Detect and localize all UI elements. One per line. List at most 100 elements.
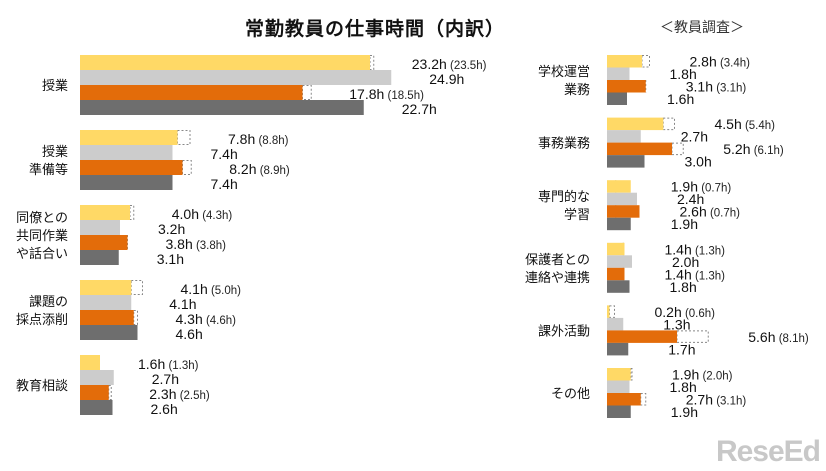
paren-value-box [133, 310, 138, 325]
category-label: その他 [551, 387, 590, 402]
bar-series-4 [607, 92, 627, 105]
paren-value-box [182, 160, 192, 175]
data-label: 4.1h [169, 296, 196, 312]
paren-value-box [302, 85, 312, 100]
bar-series-3 [607, 142, 672, 156]
data-label: 4.5h (5.4h) [715, 116, 776, 132]
bar-series-2 [80, 295, 132, 310]
category-label: 教育相談 [16, 378, 68, 394]
bar-series-2 [80, 145, 173, 160]
data-label: 1.4h (1.3h) [665, 266, 726, 282]
category-label: 学習 [564, 207, 590, 223]
data-label: 4.1h (5.0h) [181, 281, 242, 297]
data-label: 1.9h [671, 216, 698, 232]
data-label: 0.2h (0.6h) [655, 304, 716, 320]
bar-series-1 [607, 242, 625, 256]
data-label: 3.0h [685, 154, 712, 170]
category-label: 課題の [29, 294, 68, 310]
paren-value-box [129, 205, 135, 220]
bar-series-1 [80, 130, 178, 145]
category-label: 事務業務 [538, 136, 590, 152]
category-label: 授業 [42, 78, 68, 94]
bar-series-1 [607, 305, 610, 318]
data-label: 1.9h (0.7h) [671, 179, 732, 195]
category-label: 学校運営 [538, 64, 590, 80]
data-label: 3.8h (3.8h) [166, 236, 227, 252]
paren-value-box [676, 330, 709, 343]
bar-series-3 [607, 267, 625, 281]
bar-series-3 [607, 393, 641, 406]
data-label: 2.6h [151, 401, 178, 417]
data-label: 5.2h (6.1h) [723, 141, 784, 157]
category-label: 保護者との [525, 252, 590, 268]
data-label: 2.6h (0.7h) [680, 204, 741, 220]
data-label: 7.4h [211, 146, 238, 162]
bar-series-4 [80, 175, 173, 190]
bar-series-4 [80, 325, 138, 340]
bar-series-4 [607, 155, 645, 168]
data-label: 22.7h [402, 101, 437, 117]
bar-series-4 [607, 217, 631, 231]
bar-series-4 [80, 100, 364, 115]
category-label: 同僚との [16, 211, 68, 226]
bar-series-4 [607, 342, 629, 356]
data-label: 2.8h (3.4h) [690, 54, 751, 70]
paren-value-box [130, 280, 143, 295]
bar-series-2 [80, 70, 392, 85]
bar-series-2 [607, 317, 624, 331]
bar-series-4 [607, 405, 631, 418]
data-label: 1.8h [670, 66, 697, 82]
data-label: 1.9h [671, 404, 698, 420]
bar-series-4 [607, 280, 630, 293]
bar-series-1 [607, 117, 664, 131]
bar-series-1 [607, 55, 642, 68]
data-label: 1.8h [670, 279, 697, 295]
bar-series-4 [80, 400, 113, 415]
bar-series-3 [80, 160, 183, 175]
paren-value-box [630, 368, 633, 381]
bar-series-3 [80, 310, 134, 325]
data-label: 4.3h (4.6h) [176, 311, 237, 327]
bar-series-1 [80, 280, 132, 295]
category-label: 採点添削 [16, 313, 68, 328]
category-label: 課外活動 [538, 323, 590, 339]
data-label: 1.6h [667, 91, 694, 107]
data-label: 1.3h [663, 316, 690, 332]
bar-series-2 [607, 130, 641, 143]
data-label: 24.9h [429, 71, 464, 87]
bar-series-3 [80, 85, 303, 100]
paren-value-box [641, 55, 650, 68]
paren-value-box [177, 130, 191, 145]
bar-series-1 [607, 368, 631, 381]
category-label: 授業 [42, 144, 68, 160]
bar-series-3 [80, 235, 128, 250]
data-label: 3.2h [158, 221, 185, 237]
data-label: 3.1h (3.1h) [686, 79, 747, 95]
bar-series-3 [607, 205, 640, 218]
bar-series-2 [607, 380, 630, 393]
watermark-logo: ReseEd [715, 435, 821, 468]
data-label: 2.7h [681, 129, 708, 145]
bar-series-4 [80, 250, 119, 265]
data-label: 3.1h [157, 251, 184, 267]
data-label: 1.8h [670, 379, 697, 395]
data-label: 7.4h [211, 176, 238, 192]
data-label: 17.8h (18.5h) [349, 86, 424, 102]
paren-value-box [662, 117, 675, 131]
data-label: 1.9h (2.0h) [672, 367, 733, 383]
data-label: 8.2h (8.9h) [229, 161, 290, 177]
bar-series-2 [80, 370, 114, 385]
data-label: 2.0h [672, 254, 699, 270]
data-label: 4.0h (4.3h) [172, 206, 233, 222]
category-label: 準備等 [29, 162, 68, 178]
data-label: 1.6h (1.3h) [138, 356, 199, 372]
chart-title: 常勤教員の仕事時間（内訳） [245, 18, 506, 40]
bar-series-1 [80, 55, 370, 70]
bar-series-2 [607, 255, 632, 268]
paren-value-box [108, 385, 112, 400]
bar-series-3 [80, 385, 109, 400]
data-label: 7.8h (8.8h) [228, 131, 289, 147]
data-label: 2.7h (3.1h) [686, 392, 747, 408]
paren-value-box [609, 305, 615, 318]
